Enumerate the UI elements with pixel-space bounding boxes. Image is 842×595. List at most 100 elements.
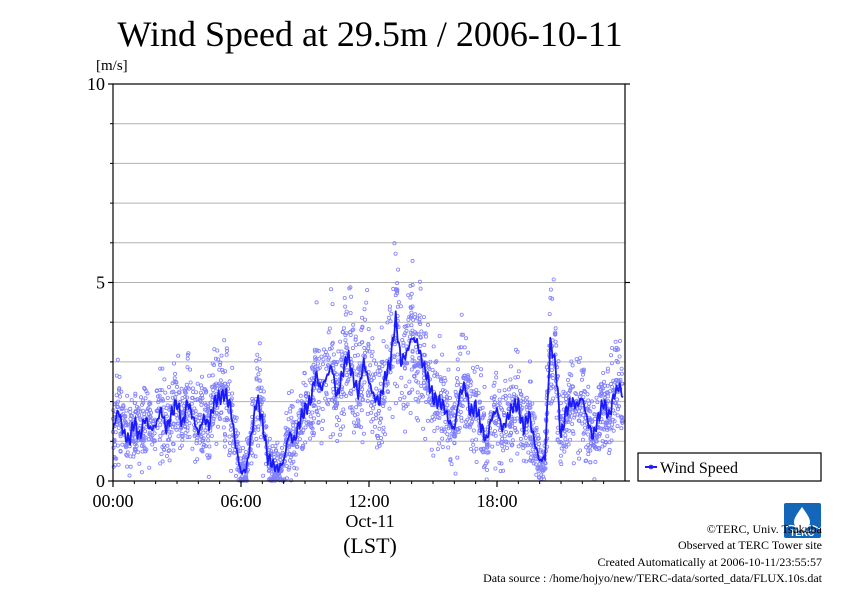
- scatter-point: [350, 346, 355, 351]
- scatter-point: [418, 334, 423, 339]
- scatter-point: [166, 385, 171, 390]
- scatter-point: [289, 461, 294, 466]
- scatter-point: [396, 267, 401, 272]
- scatter-point: [437, 415, 442, 420]
- scatter-point: [527, 400, 532, 405]
- scatter-point: [612, 347, 617, 352]
- scatter-point: [304, 420, 309, 425]
- scatter-point: [354, 342, 359, 347]
- scatter-point: [456, 367, 461, 372]
- scatter-point: [128, 464, 133, 469]
- scatter-point: [580, 421, 585, 426]
- scatter-point: [395, 281, 400, 286]
- scatter-point: [618, 338, 623, 343]
- scatter-point: [484, 441, 489, 446]
- scatter-point: [477, 400, 482, 405]
- scatter-point: [577, 418, 582, 423]
- scatter-point: [138, 395, 143, 400]
- scatter-point: [163, 411, 168, 416]
- scatter-point: [496, 423, 501, 428]
- scatter-point: [145, 407, 150, 412]
- scatter-point: [336, 418, 341, 423]
- scatter-point: [354, 423, 359, 428]
- scatter-point: [452, 433, 457, 438]
- scatter-point: [531, 411, 536, 416]
- scatter-point: [422, 342, 427, 347]
- scatter-point: [325, 363, 330, 368]
- scatter-point: [402, 366, 407, 371]
- scatter-point: [211, 416, 216, 421]
- scatter-point: [451, 405, 456, 410]
- scatter-point: [227, 450, 232, 455]
- scatter-point: [144, 447, 149, 452]
- scatter-point: [402, 333, 407, 338]
- scatter-point: [251, 399, 256, 404]
- scatter-point: [170, 425, 175, 430]
- scatter-point: [319, 354, 324, 359]
- scatter-point: [167, 448, 172, 453]
- scatter-point: [206, 434, 211, 439]
- scatter-point: [564, 440, 569, 445]
- scatter-point: [319, 441, 324, 446]
- scatter-point: [118, 449, 123, 454]
- scatter-point: [427, 400, 432, 405]
- scatter-point: [187, 421, 192, 426]
- scatter-point: [516, 444, 521, 449]
- scatter-point: [385, 379, 390, 384]
- scatter-point: [222, 438, 227, 443]
- scatter-point: [253, 417, 258, 422]
- scatter-point: [266, 468, 271, 473]
- scatter-point: [344, 345, 349, 350]
- scatter-point: [135, 450, 140, 455]
- scatter-point: [448, 437, 453, 442]
- scatter-point: [328, 434, 333, 439]
- scatter-point: [377, 426, 382, 431]
- scatter-point: [171, 421, 176, 426]
- scatter-point: [475, 364, 480, 369]
- scatter-point: [135, 413, 140, 418]
- scatter-point: [615, 397, 620, 402]
- scatter-point: [144, 409, 149, 414]
- scatter-point: [415, 390, 420, 395]
- scatter-point: [455, 455, 460, 460]
- scatter-point: [356, 424, 361, 429]
- scatter-point: [156, 398, 161, 403]
- scatter-point: [421, 375, 426, 380]
- scatter-point: [165, 443, 170, 448]
- scatter-point: [576, 450, 581, 455]
- scatter-point: [588, 448, 593, 453]
- scatter-point: [561, 394, 566, 399]
- scatter-point: [188, 367, 193, 372]
- scatter-point: [504, 445, 509, 450]
- scatter-point: [313, 355, 318, 360]
- scatter-point: [214, 441, 219, 446]
- scatter-point: [176, 434, 181, 439]
- scatter-point: [612, 411, 617, 416]
- scatter-point: [213, 356, 218, 361]
- scatter-point: [493, 466, 498, 471]
- scatter-point: [313, 357, 318, 362]
- scatter-point: [172, 395, 177, 400]
- scatter-point: [402, 361, 407, 366]
- scatter-point: [437, 408, 442, 413]
- scatter-point: [275, 451, 280, 456]
- scatter-point: [515, 451, 520, 456]
- scatter-point: [320, 426, 325, 431]
- scatter-point: [233, 418, 238, 423]
- scatter-point: [114, 393, 119, 398]
- scatter-point: [350, 408, 355, 413]
- scatter-point: [348, 310, 353, 315]
- scatter-point: [188, 380, 193, 385]
- scatter-point: [219, 382, 224, 387]
- scatter-point: [597, 385, 602, 390]
- scatter-point: [294, 466, 299, 471]
- scatter-point: [324, 366, 329, 371]
- scatter-point: [597, 447, 602, 452]
- scatter-point: [369, 353, 374, 358]
- scatter-point: [361, 431, 366, 436]
- scatter-point: [183, 430, 188, 435]
- scatter-point: [386, 315, 391, 320]
- scatter-point: [256, 427, 261, 432]
- scatter-point: [405, 402, 410, 407]
- observed-text: Observed at TERC Tower site: [678, 538, 822, 552]
